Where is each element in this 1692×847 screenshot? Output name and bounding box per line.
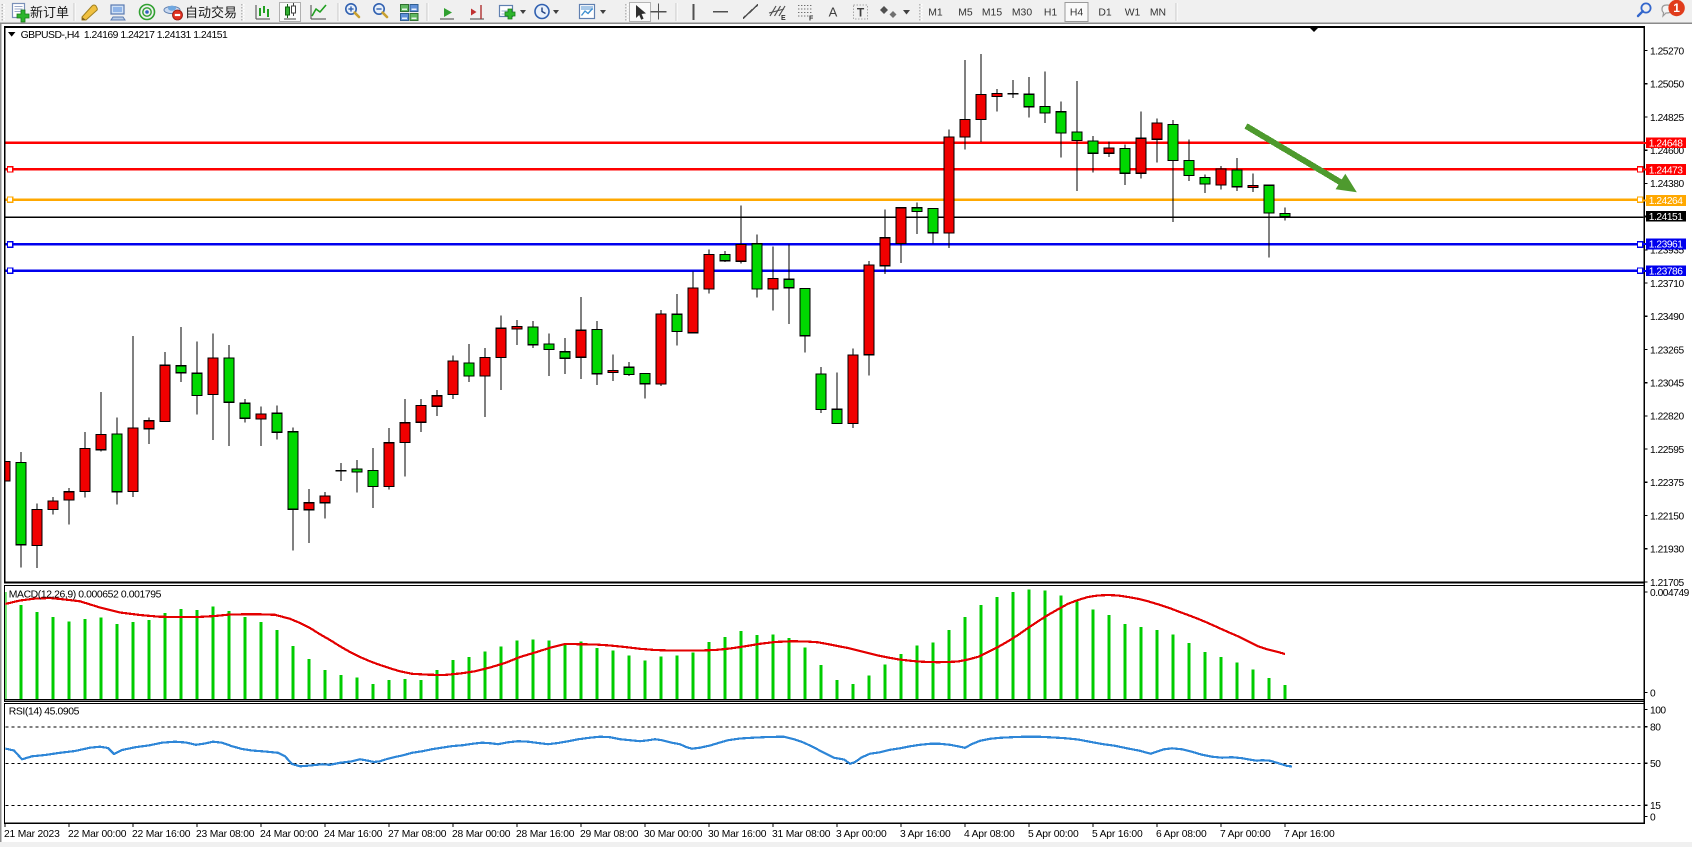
svg-text:E: E [781, 15, 786, 22]
svg-text:1.21930: 1.21930 [1650, 545, 1684, 556]
svg-text:M1: M1 [928, 8, 943, 19]
svg-text:21 Mar 2023: 21 Mar 2023 [4, 829, 60, 840]
svg-text:1.24600: 1.24600 [1650, 146, 1684, 157]
svg-text:MN: MN [1150, 8, 1166, 19]
svg-text:30 Mar 16:00: 30 Mar 16:00 [708, 829, 767, 840]
svg-text:1.21705: 1.21705 [1650, 578, 1684, 589]
svg-text:1.24473: 1.24473 [1649, 165, 1683, 176]
svg-text:自动交易: 自动交易 [185, 5, 237, 20]
svg-text:1.22595: 1.22595 [1650, 445, 1684, 456]
svg-text:1.24825: 1.24825 [1650, 113, 1684, 124]
svg-text:W1: W1 [1125, 8, 1141, 19]
svg-text:7 Apr 16:00: 7 Apr 16:00 [1284, 829, 1335, 840]
svg-text:22 Mar 16:00: 22 Mar 16:00 [132, 829, 191, 840]
svg-text:4 Apr 08:00: 4 Apr 08:00 [964, 829, 1015, 840]
svg-text:MACD(12,26,9) 0.000652 0.00179: MACD(12,26,9) 0.000652 0.001795 [9, 589, 162, 600]
svg-text:7 Apr 00:00: 7 Apr 00:00 [1220, 829, 1271, 840]
svg-text:新订单: 新订单 [30, 5, 69, 20]
svg-text:RSI(14) 45.0905: RSI(14) 45.0905 [9, 706, 80, 717]
svg-text:1.24264: 1.24264 [1649, 196, 1683, 207]
svg-text:1.23490: 1.23490 [1650, 312, 1684, 323]
svg-text:1.22820: 1.22820 [1650, 412, 1684, 423]
svg-text:31 Mar 08:00: 31 Mar 08:00 [772, 829, 831, 840]
svg-text:80: 80 [1650, 723, 1661, 734]
svg-text:23 Mar 08:00: 23 Mar 08:00 [196, 829, 255, 840]
svg-text:3 Apr 00:00: 3 Apr 00:00 [836, 829, 887, 840]
svg-text:1.23045: 1.23045 [1650, 379, 1684, 390]
svg-text:1.24648: 1.24648 [1649, 139, 1683, 150]
svg-text:1.25270: 1.25270 [1650, 46, 1684, 57]
svg-text:22 Mar 00:00: 22 Mar 00:00 [68, 829, 127, 840]
svg-text:1.23961: 1.23961 [1649, 240, 1683, 251]
svg-text:H1: H1 [1044, 8, 1058, 19]
svg-text:1: 1 [1673, 1, 1680, 15]
svg-text:M5: M5 [958, 8, 973, 19]
svg-text:1.23786: 1.23786 [1649, 267, 1683, 278]
svg-text:3 Apr 16:00: 3 Apr 16:00 [900, 829, 951, 840]
svg-text:1.23935: 1.23935 [1650, 246, 1684, 257]
svg-text:T: T [857, 6, 865, 20]
svg-text:6 Apr 08:00: 6 Apr 08:00 [1156, 829, 1207, 840]
svg-text:100: 100 [1650, 705, 1666, 716]
svg-text:0: 0 [1650, 688, 1656, 699]
svg-text:A: A [829, 5, 838, 20]
svg-text:M15: M15 [982, 8, 1002, 19]
svg-text:1.24380: 1.24380 [1650, 179, 1684, 190]
svg-text:50: 50 [1650, 759, 1661, 770]
svg-text:29 Mar 08:00: 29 Mar 08:00 [580, 829, 639, 840]
svg-text:1.24151: 1.24151 [1649, 212, 1683, 223]
svg-text:M30: M30 [1012, 8, 1032, 19]
svg-text:0.004749: 0.004749 [1650, 588, 1690, 599]
svg-text:15: 15 [1650, 801, 1661, 812]
svg-text:5 Apr 16:00: 5 Apr 16:00 [1092, 829, 1143, 840]
svg-text:24 Mar 16:00: 24 Mar 16:00 [324, 829, 383, 840]
svg-text:24 Mar 00:00: 24 Mar 00:00 [260, 829, 319, 840]
svg-text:GBPUSD-,H4 1.24169 1.24217 1.: GBPUSD-,H4 1.24169 1.24217 1.24131 1.241… [21, 30, 228, 41]
svg-text:5 Apr 00:00: 5 Apr 00:00 [1028, 829, 1079, 840]
svg-text:1.23265: 1.23265 [1650, 345, 1684, 356]
svg-text:1.22375: 1.22375 [1650, 478, 1684, 489]
svg-text:D1: D1 [1098, 8, 1112, 19]
svg-text:H4: H4 [1070, 8, 1084, 19]
svg-text:28 Mar 16:00: 28 Mar 16:00 [516, 829, 575, 840]
svg-text:1.23710: 1.23710 [1650, 279, 1684, 290]
svg-text:28 Mar 00:00: 28 Mar 00:00 [452, 829, 511, 840]
svg-text:1.25050: 1.25050 [1650, 80, 1684, 91]
svg-text:1.22150: 1.22150 [1650, 511, 1684, 522]
svg-text:F: F [809, 16, 814, 23]
svg-text:27 Mar 08:00: 27 Mar 08:00 [388, 829, 447, 840]
svg-text:30 Mar 00:00: 30 Mar 00:00 [644, 829, 703, 840]
svg-text:0: 0 [1650, 812, 1656, 823]
